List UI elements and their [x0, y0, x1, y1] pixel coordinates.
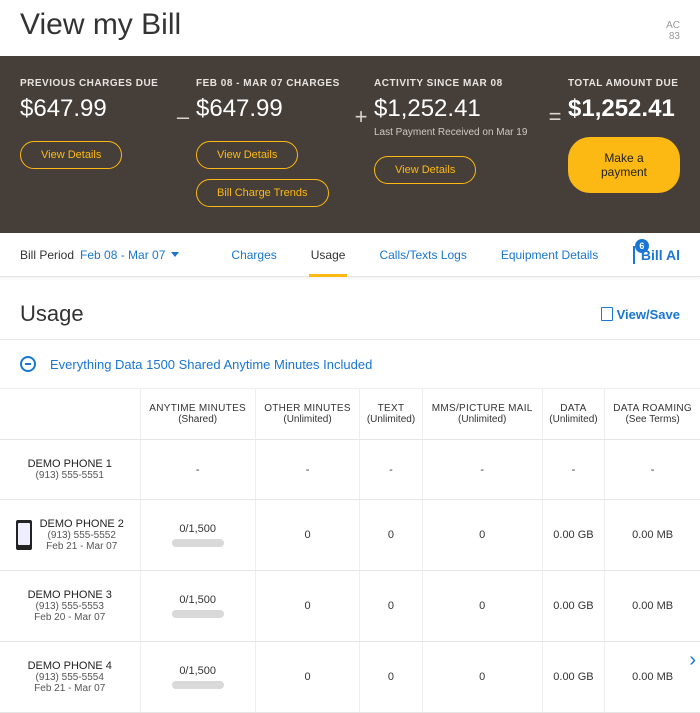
tab-usage[interactable]: Usage — [309, 234, 348, 276]
subnav-tabs: Charges Usage Calls/Texts Logs Equipment… — [229, 234, 600, 276]
usage-cell: - — [422, 440, 542, 500]
table-header-row: ANYTIME MINUTES(Shared) OTHER MINUTES(Un… — [0, 389, 700, 440]
usage-cell: 0.00 GB — [542, 642, 605, 713]
account-label: AC — [666, 20, 680, 31]
usage-section-title: Usage — [20, 301, 84, 327]
device-period: Feb 20 - Mar 07 — [28, 612, 112, 623]
device-name: DEMO PHONE 4 — [28, 660, 112, 672]
previous-charges-amount: $647.99 — [20, 95, 170, 123]
usage-cell: 0.00 GB — [542, 571, 605, 642]
usage-cell: - — [255, 440, 359, 500]
total-due-amount: $1,252.41 — [568, 95, 675, 122]
activity-view-details-button[interactable]: View Details — [374, 156, 476, 184]
view-save-label: View/Save — [617, 307, 680, 322]
col-text: TEXT(Unlimited) — [360, 389, 423, 440]
previous-view-details-button[interactable]: View Details — [20, 141, 122, 169]
device-number: (913) 555-5553 — [28, 601, 112, 612]
period-charges-col: FEB 08 - MAR 07 CHARGES $647.99 View Det… — [196, 78, 348, 207]
col-other-minutes: OTHER MINUTES(Unlimited) — [255, 389, 359, 440]
usage-cell: 0 — [360, 571, 423, 642]
minus-separator: – — [170, 78, 196, 130]
usage-cell: 0/1,500 — [140, 500, 255, 571]
col-anytime-minutes: ANYTIME MINUTES(Shared) — [140, 389, 255, 440]
col-mms: MMS/PICTURE MAIL(Unlimited) — [422, 389, 542, 440]
device-period: Feb 21 - Mar 07 — [40, 541, 124, 552]
col-data: DATA(Unlimited) — [542, 389, 605, 440]
usage-cell: 0.00 MB — [605, 500, 700, 571]
usage-cell: 0 — [422, 642, 542, 713]
tab-equipment[interactable]: Equipment Details — [499, 234, 600, 276]
usage-cell: 0/1,500 — [140, 571, 255, 642]
period-charges-amount: $647.99 — [196, 95, 348, 123]
view-save-pdf-link[interactable]: View/Save — [601, 307, 680, 322]
usage-cell: - — [360, 440, 423, 500]
usage-cell: 0/1,500 — [140, 642, 255, 713]
tab-charges[interactable]: Charges — [229, 234, 278, 276]
device-period: Feb 21 - Mar 07 — [28, 683, 112, 694]
table-row: DEMO PHONE 4(913) 555-5554Feb 21 - Mar 0… — [0, 642, 700, 713]
usage-cell: 0.00 GB — [542, 500, 605, 571]
alert-badge: 6 — [635, 239, 649, 253]
usage-cell: 0 — [255, 571, 359, 642]
total-due-col: TOTAL AMOUNT DUE $1,252.41 Make a paymen… — [568, 78, 680, 193]
table-row: DEMO PHONE 1(913) 555-5551------ — [0, 440, 700, 500]
usage-cell: - — [542, 440, 605, 500]
sub-navigation: Bill Period Feb 08 - Mar 07 Charges Usag… — [0, 233, 700, 277]
table-row: DEMO PHONE 3(913) 555-5553Feb 20 - Mar 0… — [0, 571, 700, 642]
last-payment-note: Last Payment Received on Mar 19 — [374, 127, 542, 138]
bill-period-label: Bill Period — [20, 248, 74, 262]
previous-charges-col: PREVIOUS CHARGES DUE $647.99 View Detail… — [20, 78, 170, 169]
phone-icon — [16, 520, 32, 550]
chevron-down-icon — [171, 252, 179, 257]
pdf-icon — [601, 307, 613, 321]
table-row: DEMO PHONE 2(913) 555-5552Feb 21 - Mar 0… — [0, 500, 700, 571]
total-due-label: TOTAL AMOUNT DUE — [568, 78, 680, 89]
equals-separator: = — [542, 78, 568, 130]
page-title: View my Bill — [20, 8, 181, 42]
activity-col: ACTIVITY SINCE MAR 08 $1,252.41 Last Pay… — [374, 78, 542, 184]
account-info: AC 83 — [666, 20, 680, 42]
usage-table-wrapper: ANYTIME MINUTES(Shared) OTHER MINUTES(Un… — [0, 389, 700, 713]
usage-progress-bar — [172, 610, 224, 618]
bill-charge-trends-button[interactable]: Bill Charge Trends — [196, 179, 329, 207]
usage-cell: - — [140, 440, 255, 500]
usage-cell: 0 — [360, 642, 423, 713]
page-title-row: View my Bill AC 83 — [0, 0, 700, 56]
make-payment-button[interactable]: Make a payment — [568, 137, 680, 193]
device-name: DEMO PHONE 1 — [28, 458, 112, 470]
account-partial: 83 — [666, 31, 680, 42]
bill-summary-bar: PREVIOUS CHARGES DUE $647.99 View Detail… — [0, 56, 700, 233]
usage-cell: 0 — [360, 500, 423, 571]
bill-period-selector[interactable]: Feb 08 - Mar 07 — [80, 248, 179, 262]
device-name: DEMO PHONE 3 — [28, 589, 112, 601]
col-data-roaming: DATA ROAMING(See Terms) — [605, 389, 700, 440]
previous-charges-label: PREVIOUS CHARGES DUE — [20, 78, 170, 89]
device-name: DEMO PHONE 2 — [40, 518, 124, 530]
usage-cell: 0 — [255, 500, 359, 571]
usage-cell: 0 — [422, 500, 542, 571]
usage-cell: 0.00 MB — [605, 571, 700, 642]
usage-cell: 0 — [255, 642, 359, 713]
activity-amount: $1,252.41 — [374, 95, 542, 123]
usage-cell: - — [605, 440, 700, 500]
period-charges-label: FEB 08 - MAR 07 CHARGES — [196, 78, 348, 89]
period-view-details-button[interactable]: View Details — [196, 141, 298, 169]
usage-progress-bar — [172, 681, 224, 689]
plus-separator: + — [348, 78, 374, 130]
usage-table: ANYTIME MINUTES(Shared) OTHER MINUTES(Un… — [0, 389, 700, 713]
usage-cell: 0.00 MB — [605, 642, 700, 713]
bill-alert-link[interactable]: 6 Bill Al — [633, 247, 680, 263]
tab-calls-texts[interactable]: Calls/Texts Logs — [377, 234, 468, 276]
bill-period-value: Feb 08 - Mar 07 — [80, 248, 165, 262]
activity-label: ACTIVITY SINCE MAR 08 — [374, 78, 542, 89]
usage-cell: 0 — [422, 571, 542, 642]
collapse-icon — [20, 356, 36, 372]
device-number: (913) 555-5554 — [28, 672, 112, 683]
usage-section-header: Usage View/Save — [0, 277, 700, 340]
device-number: (913) 555-5551 — [28, 470, 112, 481]
device-number: (913) 555-5552 — [40, 530, 124, 541]
usage-progress-bar — [172, 539, 224, 547]
plan-toggle-row[interactable]: Everything Data 1500 Shared Anytime Minu… — [0, 340, 700, 389]
plan-name: Everything Data 1500 Shared Anytime Minu… — [50, 357, 372, 372]
